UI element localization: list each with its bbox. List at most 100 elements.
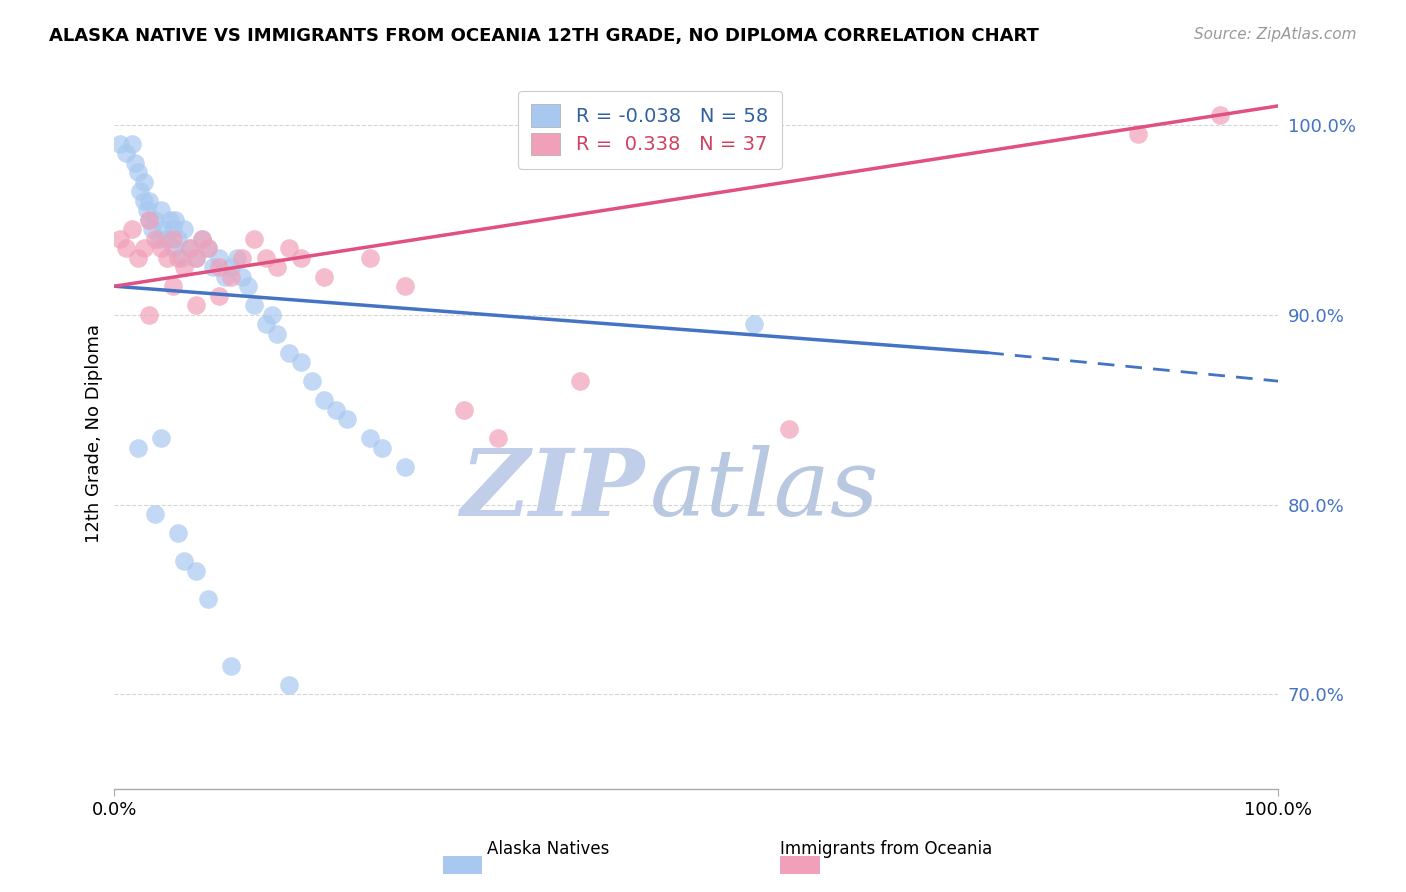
Point bbox=[163, 212, 186, 227]
Y-axis label: 12th Grade, No Diploma: 12th Grade, No Diploma bbox=[86, 324, 103, 543]
Point bbox=[208, 260, 231, 275]
Point bbox=[162, 222, 184, 236]
Point bbox=[254, 251, 277, 265]
Point bbox=[197, 241, 219, 255]
Point bbox=[141, 222, 163, 236]
Point bbox=[167, 232, 190, 246]
Point bbox=[278, 345, 301, 359]
Point bbox=[110, 136, 132, 151]
Text: ALASKA NATIVE VS IMMIGRANTS FROM OCEANIA 12TH GRADE, NO DIPLOMA CORRELATION CHAR: ALASKA NATIVE VS IMMIGRANTS FROM OCEANIA… bbox=[49, 27, 1039, 45]
Point bbox=[301, 374, 323, 388]
Point bbox=[219, 269, 242, 284]
Point bbox=[173, 554, 195, 568]
Point bbox=[170, 251, 193, 265]
Point bbox=[453, 402, 475, 417]
Point bbox=[278, 678, 301, 692]
Point bbox=[149, 241, 172, 255]
Point bbox=[124, 156, 146, 170]
Point bbox=[225, 251, 247, 265]
Point bbox=[173, 260, 195, 275]
Point bbox=[202, 260, 225, 275]
Point bbox=[110, 232, 132, 246]
Point bbox=[143, 507, 166, 521]
Point bbox=[173, 222, 195, 236]
Point bbox=[184, 298, 207, 312]
Point bbox=[266, 260, 288, 275]
Point bbox=[336, 412, 359, 426]
Point bbox=[136, 203, 159, 218]
Point bbox=[219, 260, 242, 275]
Point bbox=[744, 317, 766, 331]
Point bbox=[127, 165, 149, 179]
Point bbox=[167, 526, 190, 541]
Point bbox=[129, 184, 152, 198]
Point bbox=[162, 241, 184, 255]
Point bbox=[138, 212, 160, 227]
Point bbox=[219, 658, 242, 673]
Point bbox=[121, 222, 143, 236]
Point bbox=[132, 241, 155, 255]
Point bbox=[138, 194, 160, 208]
Point bbox=[1128, 128, 1150, 142]
Point bbox=[208, 251, 231, 265]
Point bbox=[159, 212, 181, 227]
Point bbox=[254, 317, 277, 331]
Point bbox=[149, 431, 172, 445]
Point bbox=[778, 421, 800, 435]
Point bbox=[359, 251, 381, 265]
Point bbox=[179, 241, 201, 255]
Point bbox=[138, 308, 160, 322]
Point bbox=[197, 241, 219, 255]
Point bbox=[156, 232, 179, 246]
Point bbox=[184, 564, 207, 578]
Point bbox=[231, 251, 253, 265]
Legend: R = -0.038   N = 58, R =  0.338   N = 37: R = -0.038 N = 58, R = 0.338 N = 37 bbox=[517, 91, 782, 169]
Point bbox=[127, 441, 149, 455]
Point bbox=[143, 212, 166, 227]
Point bbox=[167, 251, 190, 265]
Point bbox=[162, 232, 184, 246]
Point bbox=[132, 194, 155, 208]
Text: Alaska Natives: Alaska Natives bbox=[486, 840, 610, 858]
Point bbox=[138, 212, 160, 227]
Point bbox=[197, 592, 219, 607]
Point bbox=[156, 251, 179, 265]
Point bbox=[184, 251, 207, 265]
Point bbox=[371, 441, 394, 455]
Point bbox=[278, 241, 301, 255]
Text: atlas: atlas bbox=[650, 445, 879, 535]
Point bbox=[359, 431, 381, 445]
Point bbox=[394, 459, 416, 474]
Point bbox=[184, 251, 207, 265]
Point bbox=[115, 146, 138, 161]
Point bbox=[238, 279, 260, 293]
Point bbox=[162, 279, 184, 293]
Point bbox=[312, 269, 335, 284]
Text: Source: ZipAtlas.com: Source: ZipAtlas.com bbox=[1194, 27, 1357, 42]
Point bbox=[214, 269, 236, 284]
Point bbox=[231, 269, 253, 284]
Point bbox=[312, 393, 335, 408]
Point bbox=[394, 279, 416, 293]
Point bbox=[152, 222, 174, 236]
Point bbox=[148, 232, 170, 246]
Point bbox=[121, 136, 143, 151]
Point bbox=[190, 232, 212, 246]
Point bbox=[243, 232, 266, 246]
Point bbox=[260, 308, 283, 322]
Point bbox=[127, 251, 149, 265]
Point bbox=[266, 326, 288, 341]
Point bbox=[290, 355, 312, 369]
Text: ZIP: ZIP bbox=[460, 445, 644, 535]
Point bbox=[115, 241, 138, 255]
Point bbox=[149, 203, 172, 218]
Point bbox=[290, 251, 312, 265]
Point bbox=[208, 289, 231, 303]
Point bbox=[568, 374, 591, 388]
Point bbox=[1209, 108, 1232, 122]
Point bbox=[488, 431, 510, 445]
Point bbox=[179, 241, 201, 255]
Point bbox=[143, 232, 166, 246]
Text: Immigrants from Oceania: Immigrants from Oceania bbox=[780, 840, 991, 858]
Point bbox=[243, 298, 266, 312]
